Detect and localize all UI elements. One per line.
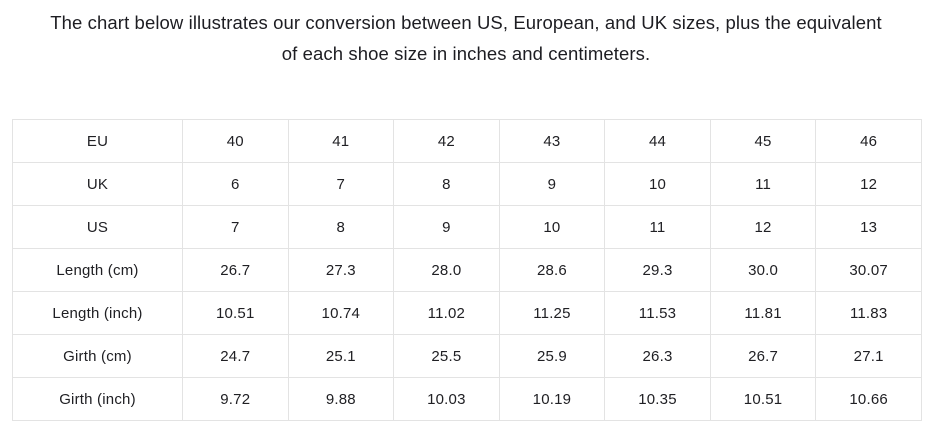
value-cell: 10 [498,205,606,249]
value-cell: 44 [604,119,711,163]
value-cell: 11.25 [498,291,606,335]
row-label-cell: EU [12,119,183,163]
value-cell: 40 [181,119,289,163]
value-cell: 26.7 [181,248,289,292]
table-row: Girth (cm) 24.7 25.1 25.5 25.9 26.3 26.7 27.1 [12,334,922,378]
size-conversion-table: EU 40 41 42 43 44 45 46 UK 6 7 8 9 10 11 12 US 7 8 9 10 11 12 1… [12,119,922,421]
row-label-cell: UK [12,162,183,206]
size-conversion-table-body: EU 40 41 42 43 44 45 46 UK 6 7 8 9 10 11 12 US 7 8 9 10 11 12 1… [12,119,922,421]
row-label-cell: Length (inch) [12,291,183,335]
table-row: Length (inch) 10.51 10.74 11.02 11.25 11.53 11… [12,291,922,335]
value-cell: 24.7 [181,334,289,378]
value-cell: 9 [393,205,500,249]
row-label-cell: Girth (cm) [12,334,183,378]
value-cell: 25.9 [498,334,606,378]
page-title: The chart below illustrates our conversi… [0,0,932,69]
value-cell: 9.88 [287,377,395,421]
row-label-cell: US [12,205,183,249]
value-cell: 27.1 [815,334,922,378]
value-cell: 11 [604,205,711,249]
table-row: UK 6 7 8 9 10 11 12 [12,162,922,206]
value-cell: 25.5 [393,334,500,378]
value-cell: 27.3 [287,248,395,292]
value-cell: 46 [815,119,922,163]
page-title-line-2: of each shoe size in inches and centimet… [281,43,651,64]
value-cell: 10.51 [181,291,289,335]
value-cell: 12 [815,162,922,206]
value-cell: 11 [709,162,817,206]
value-cell: 30.07 [815,248,922,292]
value-cell: 30.0 [709,248,817,292]
value-cell: 13 [815,205,922,249]
value-cell: 11.02 [393,291,500,335]
value-cell: 41 [287,119,395,163]
value-cell: 8 [393,162,500,206]
value-cell: 10.66 [815,377,922,421]
value-cell: 26.7 [709,334,817,378]
table-row: Length (cm) 26.7 27.3 28.0 28.6 29.3 30.0 30.07 [12,248,922,292]
value-cell: 11.53 [604,291,711,335]
value-cell: 9 [498,162,606,206]
value-cell: 26.3 [604,334,711,378]
value-cell: 7 [181,205,289,249]
table-row: EU 40 41 42 43 44 45 46 [12,119,922,163]
value-cell: 6 [181,162,289,206]
value-cell: 9.72 [181,377,289,421]
value-cell: 43 [498,119,606,163]
row-label-cell: Length (cm) [12,248,183,292]
value-cell: 42 [393,119,500,163]
page-title-line-1: The chart below illustrates our conversi… [50,12,882,33]
value-cell: 28.0 [393,248,500,292]
value-cell: 7 [287,162,395,206]
row-label-cell: Girth (inch) [12,377,183,421]
value-cell: 29.3 [604,248,711,292]
value-cell: 11.81 [709,291,817,335]
value-cell: 45 [709,119,817,163]
value-cell: 12 [709,205,817,249]
value-cell: 10.19 [498,377,606,421]
table-row: US 7 8 9 10 11 12 13 [12,205,922,249]
value-cell: 28.6 [498,248,606,292]
value-cell: 10.51 [709,377,817,421]
value-cell: 25.1 [287,334,395,378]
value-cell: 8 [287,205,395,249]
value-cell: 11.83 [815,291,922,335]
value-cell: 10 [604,162,711,206]
table-row: Girth (inch) 9.72 9.88 10.03 10.19 10.35 10.51… [12,377,922,421]
value-cell: 10.03 [393,377,500,421]
value-cell: 10.74 [287,291,395,335]
value-cell: 10.35 [604,377,711,421]
